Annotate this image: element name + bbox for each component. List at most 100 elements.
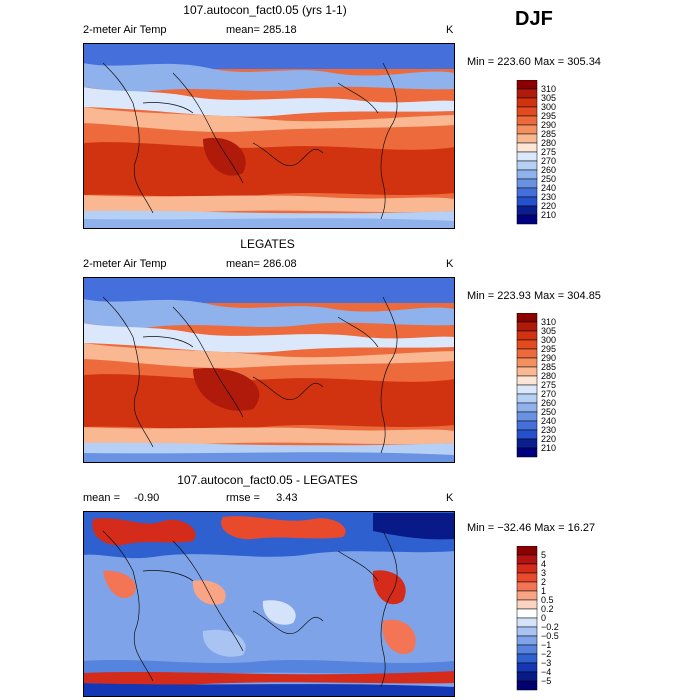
panel3-map (83, 511, 455, 697)
colorbar-swatch (516, 644, 538, 655)
colorbar-tick-label: 275 (541, 380, 556, 390)
colorbar-swatch (516, 375, 538, 386)
colorbar-swatch (516, 214, 538, 225)
panel3-mean: mean = -0.90 (83, 492, 159, 504)
colorbar-tick-label: 250 (541, 407, 556, 417)
colorbar-swatch (516, 115, 538, 126)
colorbar-swatch (516, 348, 538, 359)
colorbar-swatch (516, 357, 538, 368)
colorbar-tick-label: 290 (541, 353, 556, 363)
colorbar-swatch (516, 402, 538, 413)
colorbar-swatch (516, 635, 538, 646)
panel3-rmse-label: rmse = (226, 492, 260, 504)
colorbar-swatch (516, 599, 538, 610)
colorbar-tick-label: 230 (541, 192, 556, 202)
colorbar-swatch (516, 563, 538, 574)
colorbar-tick-label: 220 (541, 201, 556, 211)
colorbar-tick-label: 280 (541, 138, 556, 148)
colorbar-swatch (516, 438, 538, 449)
panel2-minmax: Min = 223.93 Max = 304.85 (467, 290, 601, 302)
colorbar-tick-label: −1 (541, 640, 551, 650)
colorbar-tick-label: 260 (541, 165, 556, 175)
colorbar-swatch (516, 384, 538, 395)
colorbar-swatch (516, 205, 538, 216)
colorbar-swatch (516, 447, 538, 458)
colorbar-tick-label: 300 (541, 335, 556, 345)
colorbar-swatch (516, 590, 538, 601)
panel1-mean-value: 285.18 (263, 24, 297, 36)
colorbar-tick-label: 295 (541, 111, 556, 121)
colorbar-swatch (516, 133, 538, 144)
colorbar-swatch (516, 169, 538, 180)
colorbar-swatch (516, 142, 538, 153)
colorbar-swatch (516, 339, 538, 350)
colorbar-tick-label: −4 (541, 667, 551, 677)
colorbar-swatch (516, 160, 538, 171)
colorbar-swatch (516, 196, 538, 207)
colorbar-tick-label: 285 (541, 362, 556, 372)
colorbar-tick-label: 270 (541, 389, 556, 399)
colorbar-swatch (516, 151, 538, 162)
colorbar-tick-label: 2 (541, 577, 546, 587)
colorbar-tick-label: 0.5 (541, 595, 554, 605)
colorbar-tick-label: 305 (541, 326, 556, 336)
colorbar-swatch (516, 554, 538, 565)
colorbar-swatch (516, 411, 538, 422)
colorbar-tick-label: −3 (541, 658, 551, 668)
colorbar-swatch (516, 124, 538, 135)
colorbar-tick-label: 270 (541, 156, 556, 166)
panel1-map (83, 43, 455, 229)
colorbar-swatch (516, 88, 538, 99)
colorbar-swatch (516, 393, 538, 404)
panel3-mean-value: -0.90 (134, 492, 160, 504)
panel2-variable: 2-meter Air Temp (83, 258, 167, 270)
panel1-colorbar: 3103053002952902852802752702602502402302… (516, 80, 556, 225)
colorbar-swatch (516, 106, 538, 117)
colorbar-tick-label: 305 (541, 93, 556, 103)
colorbar-tick-label: 300 (541, 102, 556, 112)
colorbar-tick-label: 290 (541, 120, 556, 130)
colorbar-swatch (516, 187, 538, 198)
colorbar-tick-label: 3 (541, 568, 546, 578)
colorbar-swatch (516, 581, 538, 592)
panel3-rmse-value: 3.43 (276, 492, 298, 504)
colorbar-tick-label: 5 (541, 550, 546, 560)
colorbar-swatch (516, 97, 538, 108)
panel3-units: K (446, 492, 454, 504)
colorbar-tick-label: 210 (541, 210, 556, 220)
colorbar-tick-label: 285 (541, 129, 556, 139)
panel3-rmse: rmse = 3.43 (226, 492, 297, 504)
colorbar-swatch (516, 653, 538, 664)
colorbar-tick-label: 310 (541, 317, 556, 327)
panel2-map (83, 277, 455, 463)
panel3-title: 107.autocon_fact0.05 - LEGATES (177, 473, 358, 487)
colorbar-tick-label: 1 (541, 586, 546, 596)
panel1-variable: 2-meter Air Temp (83, 24, 167, 36)
colorbar-swatch (516, 313, 538, 323)
season-label: DJF (515, 8, 553, 30)
colorbar-swatch (516, 330, 538, 341)
colorbar-swatch (516, 680, 538, 691)
colorbar-swatch (516, 80, 538, 90)
colorbar-tick-label: 310 (541, 84, 556, 94)
panel1-mean: mean= 285.18 (226, 24, 297, 36)
colorbar-swatch (516, 662, 538, 673)
colorbar-tick-label: 4 (541, 559, 546, 569)
colorbar-tick-label: 260 (541, 398, 556, 408)
colorbar-swatch (516, 321, 538, 332)
panel3-mean-label: mean = (83, 492, 120, 504)
colorbar-swatch (516, 572, 538, 583)
colorbar-tick-label: 0 (541, 613, 546, 623)
colorbar-tick-label: 240 (541, 183, 556, 193)
panel1-mean-label: mean= (226, 24, 260, 36)
panel2-units: K (446, 258, 454, 270)
colorbar-swatch (516, 178, 538, 189)
colorbar-tick-label: 210 (541, 443, 556, 453)
colorbar-tick-label: 275 (541, 147, 556, 157)
colorbar-swatch (516, 608, 538, 619)
colorbar-swatch (516, 429, 538, 440)
panel3-minmax: Min = −32.46 Max = 16.27 (467, 522, 596, 534)
colorbar-tick-label: 220 (541, 434, 556, 444)
colorbar-swatch (516, 420, 538, 431)
panel2-mean: mean= 286.08 (226, 258, 297, 270)
